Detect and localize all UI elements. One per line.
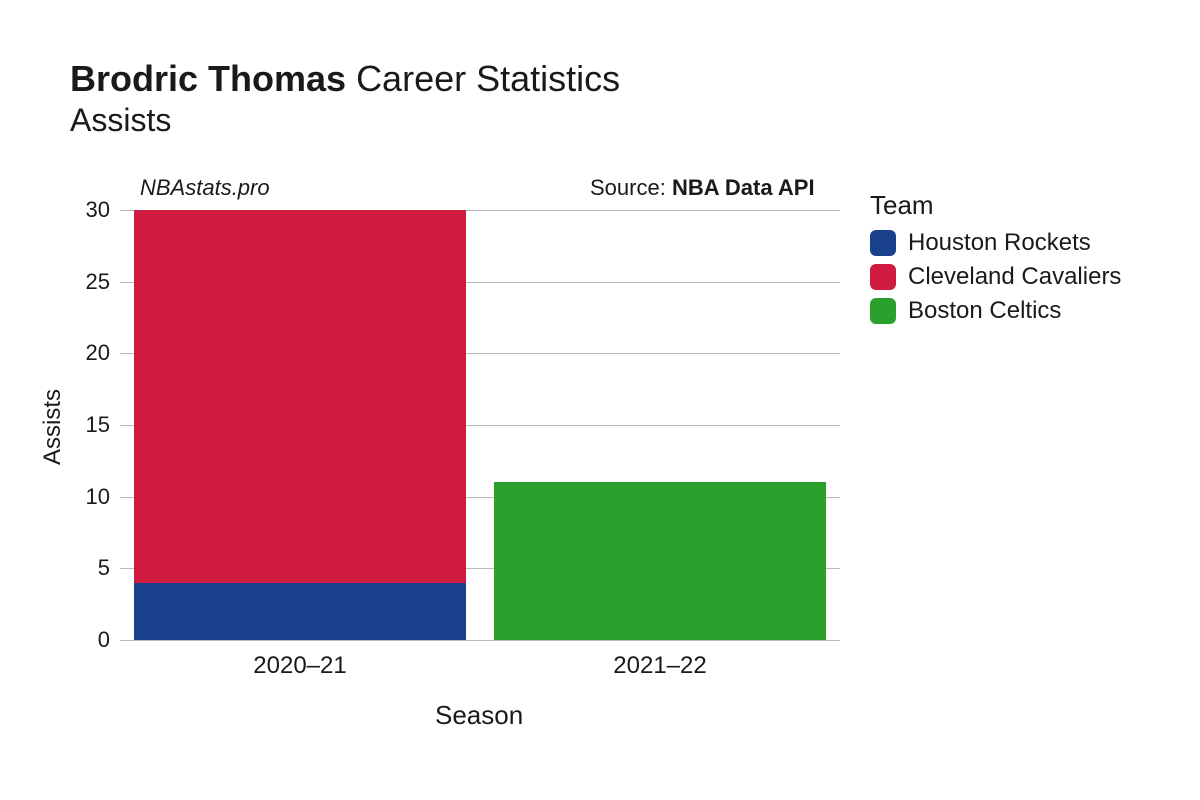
legend: Team Houston Rockets Cleveland Cavaliers B…: [870, 190, 1121, 331]
chart-title: Brodric Thomas Career Statistics: [70, 58, 620, 100]
credit-source: Source: NBA Data API: [590, 175, 815, 201]
legend-label: Cleveland Cavaliers: [908, 263, 1121, 291]
chart-title-block: Brodric Thomas Career Statistics Assists: [70, 58, 620, 139]
chart-subtitle: Assists: [70, 102, 620, 139]
y-tick-label: 30: [86, 197, 110, 223]
x-axis-title: Season: [435, 700, 523, 731]
legend-label: Houston Rockets: [908, 229, 1091, 257]
legend-item: Boston Celtics: [870, 297, 1121, 325]
y-tick-label: 15: [86, 412, 110, 438]
credit-source-prefix: Source:: [590, 175, 672, 200]
legend-swatch: [870, 298, 896, 324]
grid-line: [120, 640, 840, 641]
bar-segment: [134, 210, 465, 583]
x-tick-label: 2021–22: [613, 652, 706, 680]
bar-segment: [134, 583, 465, 640]
y-tick-label: 5: [98, 555, 110, 581]
y-tick-label: 10: [86, 484, 110, 510]
legend-swatch: [870, 230, 896, 256]
legend-label: Boston Celtics: [908, 297, 1061, 325]
title-suffix: Career Statistics: [356, 58, 620, 99]
y-tick-label: 25: [86, 269, 110, 295]
y-tick-label: 20: [86, 340, 110, 366]
credit-site: NBAstats.pro: [140, 175, 270, 201]
bar-segment: [494, 482, 825, 640]
legend-title: Team: [870, 190, 1121, 221]
legend-swatch: [870, 264, 896, 290]
legend-item: Cleveland Cavaliers: [870, 263, 1121, 291]
y-tick-label: 0: [98, 627, 110, 653]
player-name: Brodric Thomas: [70, 58, 346, 99]
x-tick-label: 2020–21: [253, 652, 346, 680]
y-axis-title: Assists: [39, 389, 67, 465]
plot-area: 0510152025302020–212021–22: [120, 210, 840, 640]
credit-source-name: NBA Data API: [672, 175, 815, 200]
legend-item: Houston Rockets: [870, 229, 1121, 257]
